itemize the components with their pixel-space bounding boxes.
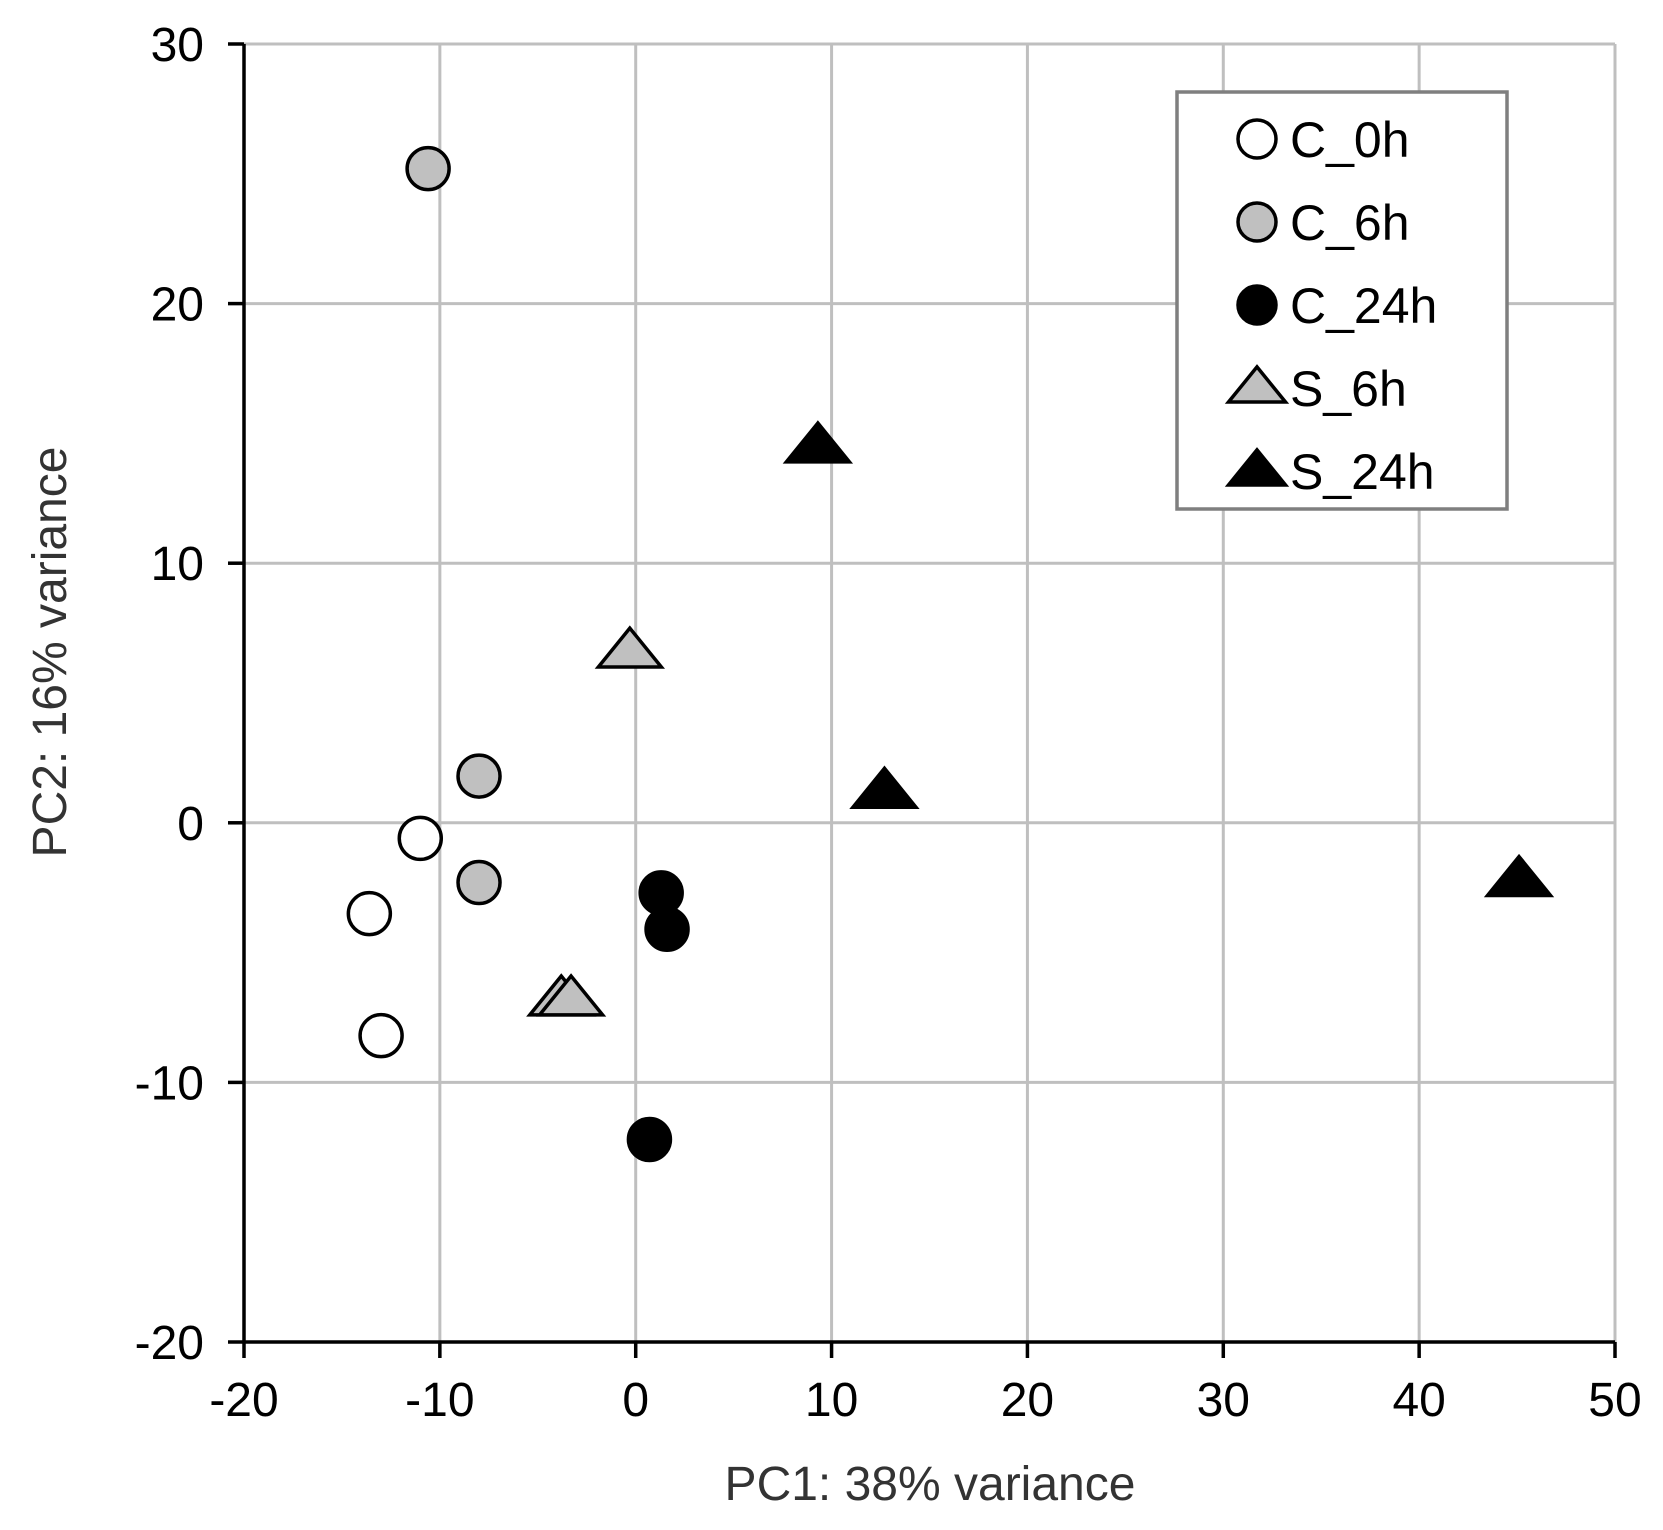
point-s-6h [535,973,607,1017]
legend-label: S_24h [1290,444,1435,500]
point-s-24h [782,420,854,464]
point-s-24h [849,765,920,809]
y-tick-label: -10 [135,1057,204,1110]
x-tick-label: 50 [1588,1374,1641,1427]
point-c-0h [346,890,393,937]
y-tick-label: 20 [151,279,204,332]
point-c-6h [405,145,451,192]
x-tick-label: 30 [1197,1374,1250,1427]
data-points [346,145,1555,1163]
x-axis-title: PC1: 38% variance [725,1458,1136,1511]
y-tick-label: -20 [135,1317,204,1370]
legend-marker-s-24h [1224,447,1290,487]
x-tick-label: -20 [209,1374,278,1427]
legend-label: S_6h [1290,361,1407,417]
axes [228,42,1617,1358]
legend-marker-c-24h [1236,284,1278,326]
x-tick-label: 20 [1001,1374,1054,1427]
legend-box [1175,90,1509,511]
legend-marker-s-6h [1224,364,1290,404]
point-c-24h [644,906,690,952]
point-c-0h [358,1012,404,1059]
legend-marker-c-6h [1236,201,1278,243]
point-c-6h [456,859,502,906]
legend-label: C_6h [1290,195,1410,251]
y-tick-label: 10 [151,538,204,591]
x-tick-label: 0 [622,1374,649,1427]
legend-label: C_0h [1290,112,1410,168]
y-axis-title: PC2: 16% variance [24,447,77,858]
point-c-0h [397,815,444,862]
y-tick-label: 0 [177,798,204,851]
point-c-6h [456,753,502,799]
legend: C_0h C_6h C_24h S_6h S_24h [1175,90,1509,511]
y-tick-label: 30 [151,19,204,72]
tick-labels: -20 -10 0 10 20 30 40 50 -20 -10 0 10 20 30 [135,19,1642,1427]
legend-marker-c-0h [1236,118,1278,160]
x-tick-label: -10 [405,1374,474,1427]
point-s-6h [594,625,666,669]
point-c-24h [626,1116,673,1163]
x-tick-label: 40 [1392,1374,1445,1427]
point-s-24h [1483,853,1555,898]
x-tick-label: 10 [805,1374,858,1427]
legend-label: C_24h [1290,278,1437,334]
